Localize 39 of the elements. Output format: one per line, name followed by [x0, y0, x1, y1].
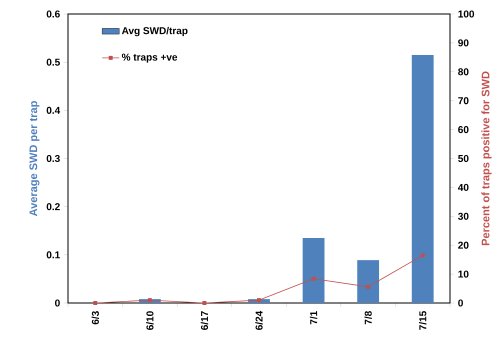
point: [420, 253, 425, 258]
y-tick-label: 0: [55, 299, 60, 307]
y2-tick-label: 0: [458, 299, 463, 307]
y2-tick-label: 100: [458, 10, 474, 18]
x-tick-label: 7/15: [418, 311, 426, 330]
y2-tick-label: 10: [458, 270, 469, 278]
y2-tick-label: 40: [458, 184, 469, 191]
y2-tick-label: 30: [458, 212, 469, 220]
x-tick-label: 7/8: [364, 311, 372, 324]
y-tick-label: 0.5: [46, 58, 60, 66]
y2-tick-label: 90: [458, 39, 469, 46]
bar: [302, 238, 324, 303]
x-tick-label: 6/24: [255, 310, 263, 330]
point: [148, 298, 152, 302]
y2-tick-label: 70: [458, 97, 469, 104]
y-tick-label: 0.6: [46, 10, 60, 18]
y-tick-label: 0.1: [46, 251, 60, 258]
x-tick-label: 7/1: [310, 311, 318, 324]
x-tick-label: 6/17: [200, 311, 208, 330]
legend-label: % traps +ve: [122, 54, 178, 63]
point: [202, 301, 206, 305]
point: [366, 284, 370, 289]
x-tick-label: 6/3: [92, 311, 100, 324]
y2-tick-label: 50: [458, 154, 469, 162]
point: [312, 276, 316, 281]
y2-tick-label: 20: [458, 242, 469, 249]
legend-label: Avg SWD/trap: [122, 26, 188, 36]
bar: [357, 260, 380, 303]
y-tick-label: 0.2: [46, 203, 60, 210]
y2-tick-label: 80: [458, 68, 469, 76]
point: [257, 298, 261, 302]
bar: [412, 54, 434, 303]
y-tick-label: 0.4: [46, 106, 60, 114]
point: [93, 301, 98, 305]
y2-tick-label: 60: [458, 126, 469, 134]
y-axis-title: Average SWD per trap: [29, 101, 40, 216]
y2-axis-title: Percent of traps positive for SWD: [481, 72, 492, 246]
x-tick-label: 6/10: [146, 311, 154, 330]
y-tick-label: 0.3: [46, 154, 60, 162]
